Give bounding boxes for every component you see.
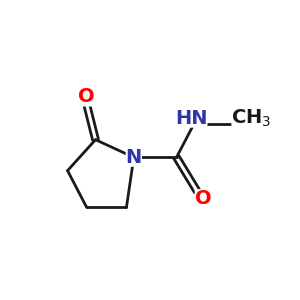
Text: N: N bbox=[126, 148, 142, 167]
Text: O: O bbox=[78, 88, 95, 106]
Text: HN: HN bbox=[175, 109, 208, 128]
Text: CH$_3$: CH$_3$ bbox=[231, 107, 272, 129]
Text: O: O bbox=[195, 189, 211, 208]
